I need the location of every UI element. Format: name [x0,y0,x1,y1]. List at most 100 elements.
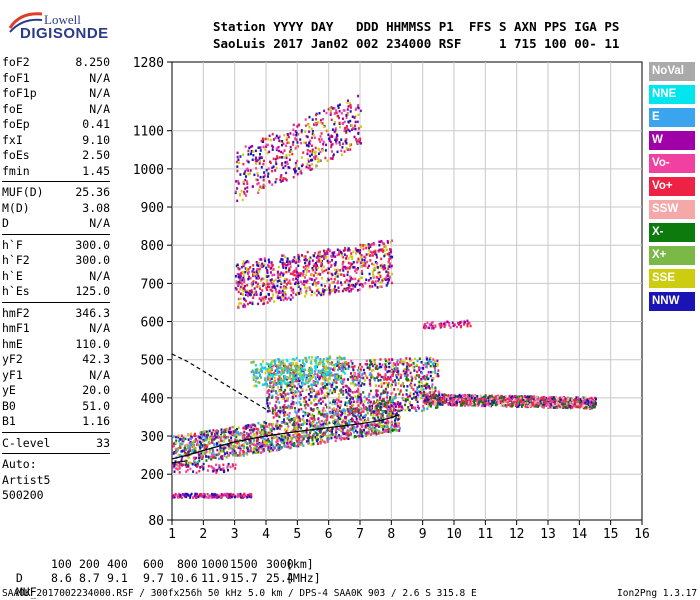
echo-point [357,411,360,415]
echo-point [234,454,237,457]
x-tick-label: 3 [231,527,239,542]
echo-point [379,285,382,288]
echo-point [314,146,317,150]
echo-point [308,422,311,426]
echo-point [352,400,355,403]
echo-point [493,401,496,404]
echo-point [296,425,299,428]
echo-point [293,270,296,274]
echo-point [249,441,252,445]
echo-point [269,299,272,302]
echo-point [476,402,479,406]
echo-point [224,446,227,450]
echo-point [250,291,253,294]
echo-point [328,293,331,296]
echo-point [381,410,384,414]
echo-point [382,428,385,431]
echo-point [371,285,374,288]
echo-point [365,246,368,250]
echo-point [408,357,411,360]
echo-point [558,403,561,406]
echo-point [214,456,217,460]
echo-point [357,389,360,392]
echo-point [325,430,328,434]
param-key: yE [2,383,16,397]
echo-point [309,431,311,434]
echo-point [298,401,301,404]
echo-point [508,397,510,401]
echo-point [441,397,444,401]
echo-point [296,387,299,390]
echo-point [432,358,435,361]
echo-point [281,397,284,400]
echo-point [428,391,431,395]
echo-point [218,450,221,454]
echo-point [266,410,269,413]
echo-point [390,264,393,268]
echo-point [287,433,290,436]
logo-line2: DIGISONDE [20,25,109,42]
echo-point [247,268,250,271]
echo-point [270,281,273,285]
echo-point [237,283,239,286]
echo-point [386,240,389,243]
echo-point [333,278,336,281]
echo-point [236,442,239,445]
echo-point [336,398,339,401]
echo-point [303,397,306,400]
echo-point [289,443,292,446]
echo-point [285,138,288,141]
echo-point [585,406,588,409]
echo-point [279,291,282,294]
echo-point [338,400,341,403]
echo-point [276,422,279,426]
echo-point [317,260,320,263]
echo-point [417,407,420,410]
echo-point [388,358,391,361]
echo-point [385,401,388,404]
echo-point [240,302,243,305]
echo-point [409,359,412,362]
echo-point [397,418,400,421]
echo-point [311,136,313,140]
echo-point [373,426,376,430]
echo-point [241,284,244,288]
echo-point [237,431,239,434]
echo-point [322,265,325,268]
echo-point [290,430,293,433]
echo-point [330,272,333,276]
param-row: fxI 9.10 [2,133,110,149]
echo-point [339,366,342,370]
echo-point [215,443,218,446]
echo-point [586,401,589,404]
echo-point [310,153,313,156]
echo-point [335,435,338,439]
echo-point [175,435,177,439]
echo-point [412,362,415,365]
echo-point [308,388,311,391]
echo-point [276,414,279,417]
echo-point [339,417,342,420]
echo-point [295,422,298,425]
echo-point [310,385,313,389]
echo-point [321,371,324,375]
echo-point [403,368,406,371]
echo-point [326,259,329,263]
echo-point [368,264,370,268]
echo-point [334,439,337,443]
echo-point [272,444,275,448]
echo-point [571,401,574,404]
param-value: 346.3 [75,305,110,320]
echo-point [198,449,201,452]
echo-point [518,401,521,404]
echo-point [309,417,312,420]
echo-point [211,456,214,459]
echo-point [210,452,213,455]
echo-point [380,375,383,379]
echo-point [313,279,316,282]
echo-point [351,128,353,131]
echo-point [362,404,365,407]
echo-point [469,399,472,403]
echo-point [447,397,450,400]
echo-point [360,425,363,429]
